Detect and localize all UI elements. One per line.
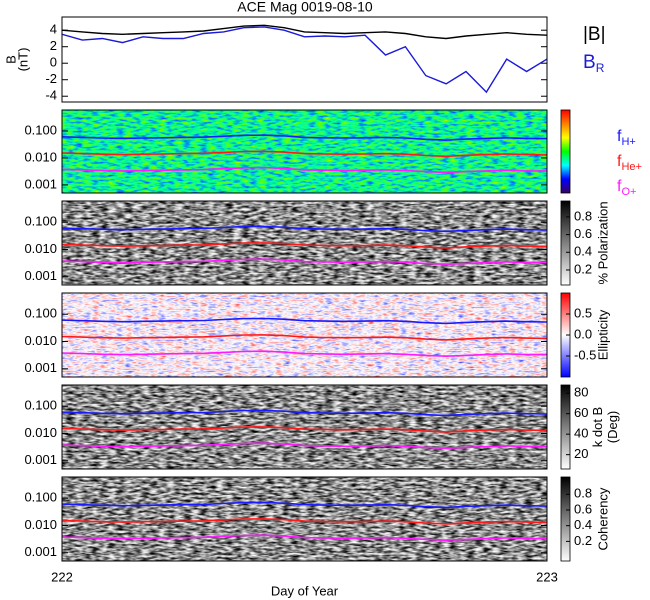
colorbar-tick-label: 0.5 (574, 305, 592, 320)
gyrofrequency-line (62, 518, 547, 525)
plot-area (62, 110, 547, 193)
colorbar-label: (Deg) (605, 411, 620, 444)
legend-entry: fH+ (617, 128, 636, 148)
x-tick-label: 222 (51, 569, 73, 584)
colorbar-tick-label: 20 (574, 446, 588, 461)
colorbar-tick-label: 0.2 (574, 533, 592, 548)
colorbar-tick-label: 0.8 (574, 208, 592, 223)
legend-subscript: O+ (621, 186, 636, 198)
colorbar-label: Ellipticity (595, 309, 610, 360)
spectrogram-texture (62, 293, 547, 377)
y-tick-label: 0.010 (24, 425, 57, 440)
chart-title: ACE Mag 0019-08-10 (237, 0, 373, 15)
legend-name: |B| (583, 24, 606, 45)
colorbar-tick-label: 40 (574, 426, 588, 441)
x-tick-label: 223 (536, 569, 558, 584)
spectrogram-texture (62, 477, 547, 561)
y-tick-label: -4 (45, 88, 57, 103)
plot-area (62, 24, 547, 94)
colorbar-tick-label: -0.5 (574, 347, 596, 362)
colorbar-tick-label: 60 (574, 405, 588, 420)
gyrofrequency-line (62, 258, 547, 266)
gyrofrequency-line (62, 134, 547, 141)
colorbar (560, 476, 571, 562)
spectrogram-texture (62, 385, 547, 469)
gyrofrequency-line (62, 501, 547, 509)
panel-frame (61, 16, 548, 103)
y-tick-label: 0.100 (24, 122, 57, 137)
x-axis-label: Day of Year (271, 583, 339, 598)
gyrofrequency-line (62, 409, 547, 417)
y-tick-label: 0.010 (24, 241, 57, 256)
colorbar-tick-label: 0.4 (574, 517, 592, 532)
spectrogram-texture (62, 110, 547, 193)
legend-name: f (617, 178, 622, 195)
y-tick-label: 0.010 (24, 517, 57, 532)
colorbar-tick-label: 0.2 (574, 261, 592, 276)
colorbar-label: Coherency (595, 487, 610, 550)
legend-entry: fO+ (617, 178, 636, 198)
series-line (62, 24, 547, 40)
colorbar (560, 200, 571, 286)
y-tick-label: 0.100 (24, 214, 57, 229)
y-tick-label: 4 (50, 22, 57, 37)
y-tick-label: 0.100 (24, 306, 57, 321)
gyrofrequency-line (62, 242, 547, 249)
legend-entry: |B| (583, 24, 606, 45)
gyrofrequency-line (62, 534, 547, 542)
spectrogram-texture (62, 201, 547, 285)
legend-entry: BR (583, 52, 605, 75)
legend-name: B (583, 52, 596, 73)
legend-subscript: He+ (621, 161, 642, 173)
colorbar-tick-label: 0.0 (574, 326, 592, 341)
panel-frame (61, 384, 548, 470)
colorbar-label: k dot B (590, 407, 605, 447)
colorbar-tick-label: 0.4 (574, 244, 592, 259)
y-tick-label: 0.001 (24, 360, 57, 375)
gyrofrequency-line (62, 317, 547, 325)
panel-frame (61, 476, 548, 562)
y-tick-label: 0 (50, 55, 57, 70)
panel-frame (61, 200, 548, 286)
y-axis-label: B (3, 55, 18, 64)
y-axis-label: (nT) (15, 48, 30, 72)
legend-name: f (617, 153, 622, 170)
gyrofrequency-line (62, 350, 547, 358)
plot-area (62, 201, 547, 285)
plot-area (62, 477, 547, 561)
colorbar-label: % Polarization (595, 201, 610, 284)
colorbar (560, 109, 571, 194)
panel-frame (61, 292, 548, 378)
panel-frame (61, 109, 548, 194)
gyrofrequency-line (62, 166, 547, 174)
gyrofrequency-line (62, 334, 547, 341)
colorbar-tick-label: 0.8 (574, 486, 592, 501)
y-tick-label: 0.100 (24, 398, 57, 413)
colorbar (560, 384, 571, 470)
colorbar-tick-label: 0.6 (574, 501, 592, 516)
y-tick-label: 2 (50, 38, 57, 53)
y-tick-label: 0.001 (24, 268, 57, 283)
y-tick-label: 0.010 (24, 333, 57, 348)
gyrofrequency-line (62, 225, 547, 233)
y-tick-label: 0.010 (24, 149, 57, 164)
y-tick-label: 0.001 (24, 452, 57, 467)
gyrofrequency-line (62, 442, 547, 450)
y-tick-label: 0.001 (24, 176, 57, 191)
y-tick-label: -2 (45, 71, 57, 86)
y-tick-label: 0.001 (24, 544, 57, 559)
legend-name: f (617, 128, 622, 145)
legend-entry: fHe+ (617, 153, 642, 173)
gyrofrequency-line (62, 150, 547, 158)
gyrofrequency-line (62, 426, 547, 433)
colorbar-tick-label: 80 (574, 385, 588, 400)
legend-subscript: R (596, 61, 605, 75)
legend-subscript: H+ (621, 136, 635, 148)
colorbar-tick-label: 0.6 (574, 226, 592, 241)
plot-area (62, 293, 547, 377)
y-tick-label: 0.100 (24, 490, 57, 505)
plot-area (62, 385, 547, 469)
series-line (62, 26, 547, 94)
